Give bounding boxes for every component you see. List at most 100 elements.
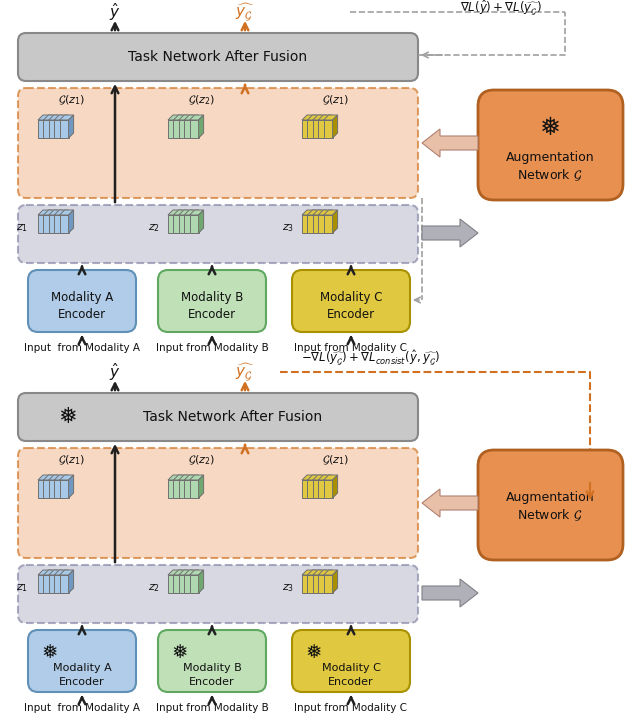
Polygon shape xyxy=(198,115,204,138)
Polygon shape xyxy=(38,575,47,593)
Text: $\mathcal{G}(z_1)$: $\mathcal{G}(z_1)$ xyxy=(323,93,349,107)
Polygon shape xyxy=(168,210,182,215)
Polygon shape xyxy=(333,570,338,593)
Polygon shape xyxy=(182,115,188,138)
Polygon shape xyxy=(179,480,188,498)
Polygon shape xyxy=(184,480,193,498)
Polygon shape xyxy=(60,475,74,480)
FancyBboxPatch shape xyxy=(18,88,418,198)
Text: Augmentation: Augmentation xyxy=(506,492,595,505)
Polygon shape xyxy=(177,210,182,233)
Polygon shape xyxy=(422,129,478,157)
Polygon shape xyxy=(184,120,193,138)
Text: $\widehat{y_{\mathcal{G}}}$: $\widehat{y_{\mathcal{G}}}$ xyxy=(235,1,255,23)
FancyBboxPatch shape xyxy=(18,448,418,558)
Polygon shape xyxy=(44,480,52,498)
Polygon shape xyxy=(322,210,327,233)
Polygon shape xyxy=(316,475,321,498)
Polygon shape xyxy=(189,115,204,120)
Polygon shape xyxy=(177,115,182,138)
Polygon shape xyxy=(302,475,316,480)
Polygon shape xyxy=(422,489,478,517)
Text: $z_2$: $z_2$ xyxy=(148,582,160,594)
Polygon shape xyxy=(173,115,188,120)
Polygon shape xyxy=(188,570,193,593)
Polygon shape xyxy=(302,210,316,215)
Polygon shape xyxy=(182,210,188,233)
Polygon shape xyxy=(173,480,182,498)
Text: Input from Modality C: Input from Modality C xyxy=(294,703,408,713)
FancyBboxPatch shape xyxy=(478,90,623,200)
Text: $z_2$: $z_2$ xyxy=(148,222,160,234)
Polygon shape xyxy=(422,219,478,247)
Polygon shape xyxy=(173,210,188,215)
Polygon shape xyxy=(318,120,327,138)
Text: $-\nabla L(\widehat{y_{\mathcal{G}}}) + \nabla L_{consist}(\hat{y}, \widehat{y_{: $-\nabla L(\widehat{y_{\mathcal{G}}}) + … xyxy=(301,348,440,367)
Polygon shape xyxy=(168,115,182,120)
Polygon shape xyxy=(318,575,327,593)
Polygon shape xyxy=(63,475,68,498)
Polygon shape xyxy=(44,570,58,575)
Polygon shape xyxy=(184,115,198,120)
Text: ❅: ❅ xyxy=(540,116,561,140)
Polygon shape xyxy=(60,575,68,593)
Polygon shape xyxy=(179,475,193,480)
Polygon shape xyxy=(193,210,198,233)
Polygon shape xyxy=(58,475,63,498)
Polygon shape xyxy=(38,120,47,138)
Polygon shape xyxy=(49,215,58,233)
Polygon shape xyxy=(324,120,333,138)
Polygon shape xyxy=(68,115,74,138)
Polygon shape xyxy=(322,115,327,138)
Polygon shape xyxy=(313,120,322,138)
Polygon shape xyxy=(313,575,322,593)
Polygon shape xyxy=(313,210,327,215)
Polygon shape xyxy=(179,120,188,138)
FancyBboxPatch shape xyxy=(18,205,418,263)
Polygon shape xyxy=(333,475,338,498)
Polygon shape xyxy=(63,570,68,593)
FancyBboxPatch shape xyxy=(158,270,266,332)
Polygon shape xyxy=(44,475,58,480)
Polygon shape xyxy=(52,210,58,233)
Polygon shape xyxy=(58,570,63,593)
Polygon shape xyxy=(184,215,193,233)
Polygon shape xyxy=(49,575,58,593)
Polygon shape xyxy=(188,210,193,233)
Text: Task Network After Fusion: Task Network After Fusion xyxy=(129,50,308,64)
Polygon shape xyxy=(307,215,316,233)
Polygon shape xyxy=(177,570,182,593)
Polygon shape xyxy=(189,570,204,575)
Polygon shape xyxy=(189,210,204,215)
Polygon shape xyxy=(173,120,182,138)
Polygon shape xyxy=(184,570,198,575)
Polygon shape xyxy=(318,570,332,575)
Polygon shape xyxy=(318,480,327,498)
Polygon shape xyxy=(307,575,316,593)
Text: Modality B: Modality B xyxy=(182,663,241,673)
Text: Network $\mathcal{G}$: Network $\mathcal{G}$ xyxy=(517,507,582,523)
Polygon shape xyxy=(168,480,177,498)
Polygon shape xyxy=(54,215,63,233)
Polygon shape xyxy=(38,210,52,215)
Polygon shape xyxy=(322,570,327,593)
Polygon shape xyxy=(44,575,52,593)
Polygon shape xyxy=(311,115,316,138)
Polygon shape xyxy=(54,475,68,480)
FancyBboxPatch shape xyxy=(478,450,623,560)
Text: Encoder: Encoder xyxy=(58,307,106,320)
Text: Modality A: Modality A xyxy=(51,292,113,305)
Polygon shape xyxy=(68,475,74,498)
Text: Encoder: Encoder xyxy=(327,307,375,320)
Polygon shape xyxy=(44,115,58,120)
Polygon shape xyxy=(38,480,47,498)
Polygon shape xyxy=(307,570,321,575)
Polygon shape xyxy=(38,570,52,575)
Polygon shape xyxy=(58,210,63,233)
FancyBboxPatch shape xyxy=(28,630,136,692)
Polygon shape xyxy=(49,115,63,120)
Polygon shape xyxy=(44,120,52,138)
Polygon shape xyxy=(307,475,321,480)
Polygon shape xyxy=(324,575,333,593)
Polygon shape xyxy=(173,570,188,575)
